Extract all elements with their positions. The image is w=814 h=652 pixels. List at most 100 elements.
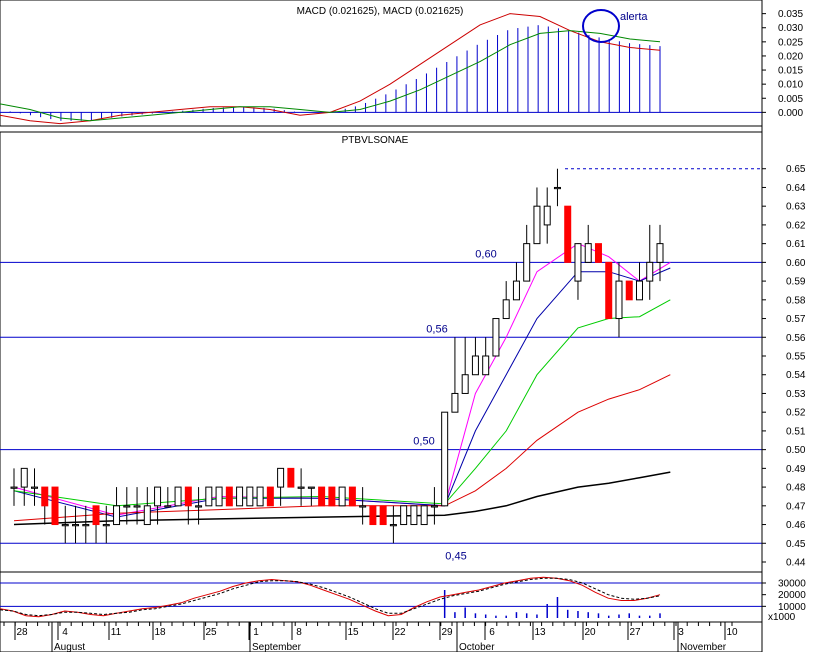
candle-body — [72, 524, 80, 527]
price-y-tick-label: 0.63 — [786, 202, 806, 213]
x-month-label: November — [680, 642, 727, 652]
candle-body — [174, 486, 182, 507]
candle-body — [482, 355, 490, 376]
x-axis-frame — [0, 621, 763, 652]
x-day-label: 6 — [489, 627, 495, 638]
candle-body — [625, 280, 633, 301]
x-day-label: 20 — [584, 627, 596, 638]
price-levels: 0,60 0,56 0,50 0,45 — [0, 168, 762, 562]
candle-body — [656, 243, 664, 263]
x-day-label: 25 — [205, 627, 217, 638]
candle-body — [574, 243, 582, 282]
moving-averages — [13, 243, 671, 526]
volume-y-tick-label: 20000 — [778, 590, 806, 601]
volume-y-tick-label: 30000 — [778, 579, 806, 590]
candle-body — [82, 524, 90, 527]
moving-average-line — [13, 267, 671, 518]
price-y-tick-label: 0.49 — [786, 464, 806, 475]
macd-title: MACD (0.021625), MACD (0.021625) — [297, 6, 464, 17]
price-y-tick-label: 0.53 — [786, 389, 806, 400]
alert-circle — [582, 9, 620, 43]
candle-body — [369, 505, 377, 526]
candle-body — [31, 486, 39, 489]
candle-body — [564, 205, 572, 263]
candle-body — [318, 486, 326, 507]
candle-body — [20, 467, 28, 488]
candle-body — [471, 355, 479, 376]
alert-label: alerta — [620, 11, 648, 23]
candle-body — [41, 486, 49, 507]
candle-body — [410, 505, 418, 526]
x-day-label: 27 — [629, 627, 641, 638]
price-y-tick-label: 0.65 — [786, 164, 806, 175]
candle-body — [205, 486, 213, 507]
candle-body — [277, 467, 285, 488]
x-day-label: 22 — [394, 627, 406, 638]
candle-body — [492, 318, 500, 357]
price-level-label: 0,45 — [445, 550, 466, 562]
macd-signal-line — [0, 30, 661, 122]
price-panel: PTBVLSONAE 0,60 0,56 0,50 0,45 0.65 0.64 0.63… — [0, 131, 806, 573]
candle-body — [615, 280, 623, 320]
price-y-axis: 0.65 0.64 0.63 0.62 0.61 0.60 0.59 0.58 0.57 0.56… — [762, 164, 806, 569]
price-y-tick-label: 0.52 — [786, 408, 806, 419]
price-y-tick-label: 0.50 — [786, 445, 806, 456]
candle-body — [236, 486, 244, 507]
candle-body — [256, 486, 264, 507]
candle-body — [164, 505, 172, 508]
candle-body — [359, 505, 367, 508]
volume-unit: x1000 — [768, 612, 796, 623]
x-day-label: 4 — [62, 627, 68, 638]
price-y-tick-label: 0.47 — [786, 501, 806, 512]
price-title: PTBVLSONAE — [342, 135, 409, 146]
candle-body — [543, 205, 551, 226]
candle-body — [461, 374, 469, 394]
price-y-tick-label: 0.61 — [786, 239, 806, 250]
candle-body — [133, 505, 141, 508]
candle-body — [113, 505, 121, 526]
candle-body — [420, 505, 428, 526]
candle-body — [389, 524, 397, 527]
candle-body — [92, 505, 100, 526]
macd-panel: MACD (0.021625), MACD (0.021625) 0.0350.… — [0, 0, 803, 127]
volume-frame — [0, 571, 763, 623]
volume-average-line — [0, 576, 661, 618]
candle-body — [451, 392, 459, 413]
candle-body — [646, 261, 654, 282]
price-y-tick-label: 0.46 — [786, 520, 806, 531]
x-day-label: 15 — [347, 627, 359, 638]
macd-y-tick-label: 0.015 — [778, 66, 803, 77]
price-level-label: 0,60 — [475, 248, 496, 260]
macd-y-axis: 0.035 0.030 0.025 0.020 0.015 0.010 0.005 0.000 — [762, 9, 803, 119]
price-y-tick-label: 0.57 — [786, 314, 806, 325]
candle-body — [51, 486, 59, 526]
candle-body — [635, 280, 643, 301]
x-day-label: 29 — [441, 627, 453, 638]
candle-body — [61, 524, 69, 527]
macd-y-tick-label: 0.030 — [778, 23, 803, 34]
candle-body — [154, 486, 162, 507]
candle-body — [225, 486, 233, 507]
x-day-label: 8 — [296, 627, 302, 638]
x-day-label: 3 — [678, 627, 684, 638]
x-day-label: 10 — [726, 627, 738, 638]
x-month-label: August — [54, 642, 85, 652]
x-day-label: 28 — [16, 627, 28, 638]
price-level-label: 0,56 — [426, 323, 447, 335]
macd-y-tick-label: 0.000 — [778, 108, 803, 119]
price-level-label: 0,50 — [413, 436, 434, 448]
price-y-tick-label: 0.55 — [786, 352, 806, 363]
candle-body — [533, 205, 541, 245]
candle-body — [338, 486, 346, 507]
macd-y-tick-label: 0.005 — [778, 94, 803, 105]
candle-body — [594, 243, 602, 263]
price-y-tick-label: 0.59 — [786, 277, 806, 288]
price-y-tick-label: 0.45 — [786, 539, 806, 550]
candle-body — [430, 505, 438, 508]
candle-body — [379, 505, 387, 526]
